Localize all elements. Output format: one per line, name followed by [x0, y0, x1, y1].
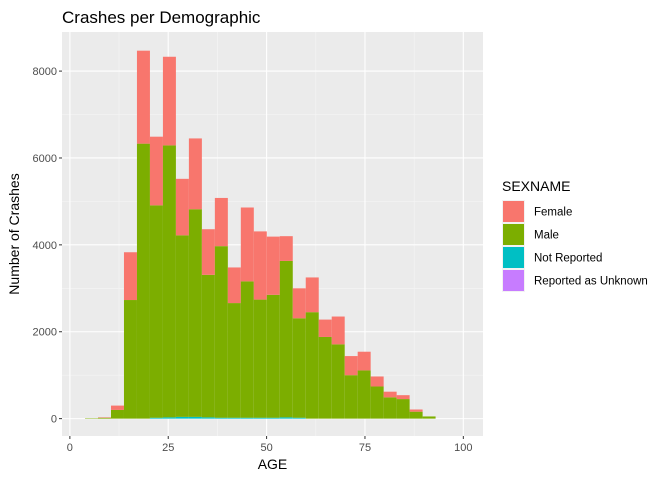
- x-tick-label: 100: [454, 442, 472, 454]
- x-tick-label: 75: [359, 442, 371, 454]
- y-tick-label: 8000: [33, 66, 57, 78]
- bar-male: [189, 209, 202, 417]
- bar-female: [124, 252, 137, 300]
- bar-not-reported: [228, 418, 241, 419]
- bar-female: [280, 236, 293, 261]
- bar-male: [163, 145, 176, 417]
- bar-not-reported: [293, 418, 306, 419]
- bar-male: [111, 410, 124, 419]
- legend-key-swatch: [503, 247, 524, 268]
- x-axis-title: AGE: [258, 456, 288, 472]
- bar-female: [371, 376, 384, 386]
- y-tick-label: 4000: [33, 240, 57, 252]
- bar-male: [345, 375, 358, 418]
- bar-male: [423, 416, 436, 418]
- bar-male: [293, 318, 306, 417]
- bar-male: [228, 303, 241, 418]
- bar-female: [384, 392, 397, 398]
- bar-male: [332, 344, 345, 418]
- bar-female: [306, 277, 319, 312]
- x-tick-label: 50: [260, 442, 272, 454]
- bar-female: [267, 237, 280, 295]
- bar-female: [293, 288, 306, 318]
- legend-label: Male: [534, 230, 559, 242]
- legend-key-swatch: [503, 270, 524, 291]
- bar-male: [319, 337, 332, 419]
- bar-female: [319, 320, 332, 337]
- bar-male: [215, 246, 228, 418]
- bar-female: [189, 138, 202, 209]
- bar-not-reported: [215, 418, 228, 419]
- y-axis-title: Number of Crashes: [6, 173, 22, 294]
- y-tick-label: 0: [51, 414, 57, 426]
- bar-male: [371, 386, 384, 418]
- bar-female: [137, 51, 150, 144]
- bar-male: [280, 261, 293, 417]
- bar-male: [202, 275, 215, 417]
- bar-female: [176, 179, 189, 235]
- legend-key-swatch: [503, 201, 524, 222]
- bar-male: [176, 235, 189, 417]
- bar-female: [345, 356, 358, 375]
- bar-female: [228, 267, 241, 303]
- y-tick-label: 6000: [33, 153, 57, 165]
- bar-not-reported: [150, 418, 163, 419]
- bar-male: [397, 399, 410, 419]
- bar-male: [241, 281, 254, 417]
- bar-not-reported: [163, 417, 176, 418]
- bar-not-reported: [176, 417, 189, 419]
- bar-male: [306, 312, 319, 418]
- bar-female: [215, 198, 228, 246]
- bar-female: [111, 406, 124, 410]
- y-tick-label: 2000: [33, 327, 57, 339]
- legend-title: SEXNAME: [502, 178, 570, 194]
- bar-male: [384, 397, 397, 418]
- bar-not-reported: [280, 417, 293, 418]
- bar-female: [202, 229, 215, 275]
- bar-not-reported: [267, 418, 280, 419]
- bar-not-reported: [202, 417, 215, 418]
- bar-female: [150, 137, 163, 206]
- legend-label: Not Reported: [534, 253, 602, 265]
- bar-not-reported: [254, 418, 267, 419]
- bar-female: [358, 352, 371, 371]
- bar-male: [254, 300, 267, 418]
- legend: SEXNAME Female Male Not Reported Reported a…: [502, 178, 648, 292]
- bar-male: [124, 300, 137, 419]
- bar-not-reported: [189, 417, 202, 419]
- bar-female: [397, 395, 410, 399]
- bar-female: [241, 208, 254, 282]
- legend-label: Female: [534, 207, 572, 219]
- bar-male: [410, 412, 423, 419]
- x-tick-label: 25: [162, 442, 174, 454]
- bar-female: [332, 317, 345, 345]
- bar-male: [137, 144, 150, 419]
- bar-female: [254, 231, 267, 299]
- legend-label: Reported as Unknown: [534, 276, 648, 288]
- bar-female: [410, 410, 423, 412]
- bar-female: [163, 57, 176, 146]
- chart-title: Crashes per Demographic: [62, 8, 261, 27]
- bar-male: [358, 370, 371, 418]
- bar-male: [98, 418, 111, 419]
- bar-male: [150, 205, 163, 417]
- legend-key-swatch: [503, 224, 524, 245]
- bar-not-reported: [241, 418, 254, 419]
- x-tick-label: 0: [67, 442, 73, 454]
- bar-male: [267, 295, 280, 418]
